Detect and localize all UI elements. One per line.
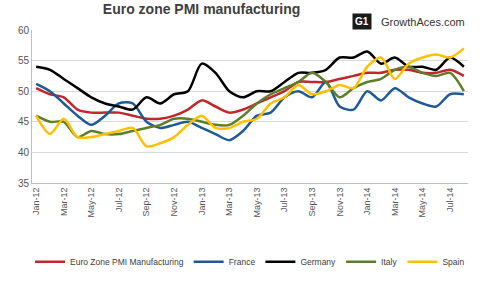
svg-text:60: 60: [18, 25, 30, 36]
svg-text:35: 35: [18, 178, 30, 189]
svg-text:May-12: May-12: [86, 188, 96, 218]
svg-text:55: 55: [18, 55, 30, 66]
svg-text:50: 50: [18, 86, 30, 97]
svg-text:40: 40: [18, 147, 30, 158]
svg-text:G1: G1: [355, 16, 369, 27]
svg-text:Jul-13: Jul-13: [279, 188, 289, 213]
svg-text:Jan-12: Jan-12: [31, 188, 41, 216]
svg-text:May-13: May-13: [252, 188, 262, 218]
svg-text:Germany: Germany: [300, 257, 336, 267]
svg-text:GrowthAces.com: GrowthAces.com: [381, 16, 465, 28]
svg-text:Mar-12: Mar-12: [59, 188, 69, 217]
svg-text:Mar-13: Mar-13: [224, 188, 234, 217]
svg-text:Euro zone PMI manufacturing: Euro zone PMI manufacturing: [103, 1, 301, 17]
svg-text:Mar-14: Mar-14: [390, 188, 400, 217]
svg-text:Spain: Spain: [442, 257, 464, 267]
svg-text:Jul-12: Jul-12: [114, 188, 124, 213]
svg-text:Jan-14: Jan-14: [362, 188, 372, 216]
svg-text:France: France: [229, 257, 256, 267]
svg-text:Euro Zone PMI Manufacturing: Euro Zone PMI Manufacturing: [70, 257, 184, 267]
svg-text:May-14: May-14: [417, 188, 427, 218]
svg-text:Italy: Italy: [381, 257, 397, 267]
svg-text:Jan-13: Jan-13: [197, 188, 207, 216]
svg-text:Nov-13: Nov-13: [335, 188, 345, 217]
svg-text:45: 45: [18, 116, 30, 127]
svg-text:Nov-12: Nov-12: [169, 188, 179, 217]
svg-text:Jul-14: Jul-14: [445, 188, 455, 213]
svg-text:Sep-13: Sep-13: [307, 188, 317, 217]
svg-text:Sep-12: Sep-12: [141, 188, 151, 217]
